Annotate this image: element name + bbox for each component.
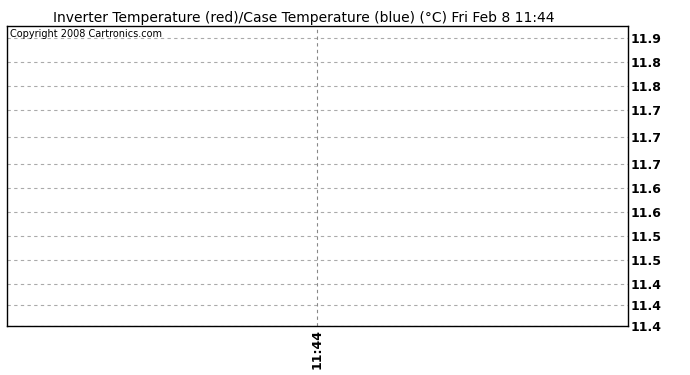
Text: Inverter Temperature (red)/Case Temperature (blue) (°C) Fri Feb 8 11:44: Inverter Temperature (red)/Case Temperat… [53,11,554,25]
Text: Copyright 2008 Cartronics.com: Copyright 2008 Cartronics.com [10,29,162,39]
